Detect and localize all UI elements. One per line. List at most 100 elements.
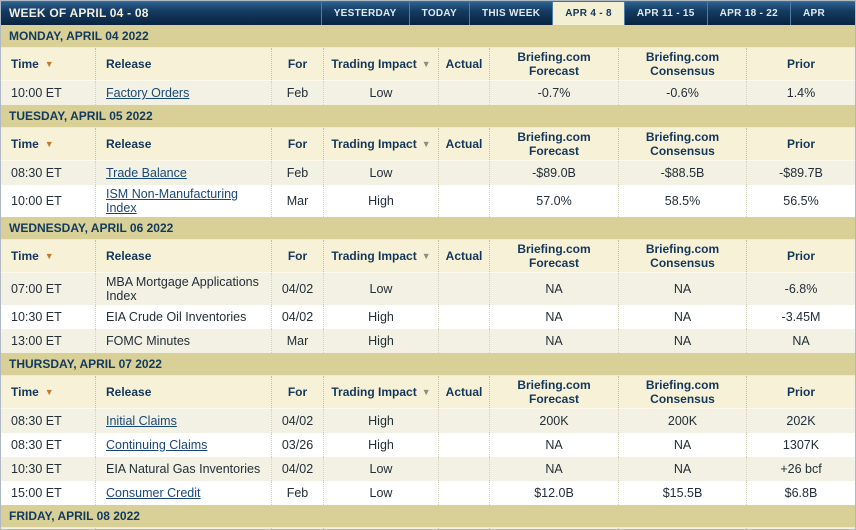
column-for: For bbox=[271, 376, 323, 408]
time-cell: 07:00 ET bbox=[11, 282, 62, 296]
column-impact-label: Trading Impact bbox=[331, 249, 417, 263]
impact-cell: Low bbox=[323, 81, 438, 105]
consensus-cell: NA bbox=[618, 329, 746, 353]
release-cell: EIA Crude Oil Inventories bbox=[95, 305, 271, 329]
sort-desc-icon[interactable]: ▼ bbox=[44, 58, 54, 69]
event-row: 10:30 ET EIA Crude Oil Inventories 04/02… bbox=[1, 305, 855, 329]
prior-cell: +26 bcf bbox=[746, 457, 855, 481]
sort-desc-icon[interactable]: ▼ bbox=[44, 386, 54, 397]
tab-this-week[interactable]: THIS WEEK bbox=[469, 2, 552, 25]
column-header-row: Time ▼ Release For Trading Impact ▼ Actual… bbox=[1, 128, 855, 161]
release-cell: FOMC Minutes bbox=[95, 329, 271, 353]
release-link[interactable]: Factory Orders bbox=[106, 86, 190, 100]
time-cell: 10:30 ET bbox=[11, 310, 62, 324]
actual-cell bbox=[438, 329, 489, 353]
prior-cell: 1307K bbox=[746, 433, 855, 457]
tab-apr-next-cut[interactable]: APR bbox=[789, 2, 855, 25]
sort-desc-icon[interactable]: ▼ bbox=[44, 138, 54, 149]
forecast-cell: -$89.0B bbox=[489, 161, 618, 185]
forecast-cell: NA bbox=[489, 273, 618, 305]
column-release: Release bbox=[95, 528, 271, 529]
week-title: WEEK OF APRIL 04 - 08 bbox=[9, 6, 149, 20]
column-release: Release bbox=[95, 376, 271, 408]
column-time[interactable]: Time ▼ bbox=[1, 376, 95, 408]
column-forecast: Briefing.com Forecast bbox=[489, 128, 618, 160]
filter-dropdown-icon[interactable]: ▼ bbox=[421, 250, 431, 261]
impact-cell: Low bbox=[323, 273, 438, 305]
filter-dropdown-icon[interactable]: ▼ bbox=[421, 386, 431, 397]
actual-cell bbox=[438, 305, 489, 329]
column-time-label: Time bbox=[11, 385, 39, 399]
impact-cell: Low bbox=[323, 457, 438, 481]
column-prior: Prior bbox=[746, 376, 855, 408]
release-cell: Initial Claims bbox=[95, 409, 271, 433]
release-cell: Consumer Credit bbox=[95, 481, 271, 505]
impact-cell: High bbox=[323, 185, 438, 217]
event-row: 15:00 ET Consumer Credit Feb Low $12.0B … bbox=[1, 481, 855, 505]
consensus-cell: NA bbox=[618, 457, 746, 481]
day-section-wednesday: WEDNESDAY, APRIL 06 2022 Time ▼ Release F… bbox=[1, 217, 855, 353]
column-time[interactable]: Time ▼ bbox=[1, 48, 95, 80]
forecast-cell: NA bbox=[489, 433, 618, 457]
actual-cell bbox=[438, 273, 489, 305]
prior-cell: -$89.7B bbox=[746, 161, 855, 185]
release-link[interactable]: Trade Balance bbox=[106, 166, 187, 180]
column-impact[interactable]: Trading Impact ▼ bbox=[323, 240, 438, 272]
tab-today[interactable]: TODAY bbox=[408, 2, 469, 25]
day-header: FRIDAY, APRIL 08 2022 bbox=[1, 505, 855, 528]
tab-apr-18-22[interactable]: APR 18 - 22 bbox=[706, 2, 790, 25]
forecast-cell: NA bbox=[489, 457, 618, 481]
column-impact[interactable]: Trading Impact▼ bbox=[323, 128, 438, 160]
day-section-monday: MONDAY, APRIL 04 2022 Time ▼ Release For … bbox=[1, 25, 855, 105]
column-time[interactable]: Time ▼ bbox=[1, 128, 95, 160]
column-consensus: Briefing.com Consensus bbox=[618, 48, 746, 80]
consensus-cell: 200K bbox=[618, 409, 746, 433]
sort-desc-icon[interactable]: ▼ bbox=[44, 250, 54, 261]
consensus-cell: 58.5% bbox=[618, 185, 746, 217]
forecast-cell: NA bbox=[489, 329, 618, 353]
consensus-cell: -$88.5B bbox=[618, 161, 746, 185]
column-impact-label: Trading Impact bbox=[331, 57, 417, 71]
time-cell: 10:00 ET bbox=[11, 194, 62, 208]
tab-yesterday[interactable]: YESTERDAY bbox=[320, 2, 409, 25]
filter-dropdown-icon[interactable]: ▼ bbox=[421, 58, 431, 69]
column-consensus: Briefing.com Consensus bbox=[618, 376, 746, 408]
column-impact[interactable]: Trading Impact▼ bbox=[323, 528, 438, 529]
impact-cell: High bbox=[323, 305, 438, 329]
filter-dropdown-icon[interactable]: ▼ bbox=[421, 138, 431, 149]
day-section-tuesday: TUESDAY, APRIL 05 2022 Time ▼ Release For… bbox=[1, 105, 855, 217]
release-link[interactable]: Initial Claims bbox=[106, 414, 177, 428]
impact-cell: High bbox=[323, 409, 438, 433]
release-link[interactable]: Continuing Claims bbox=[106, 438, 208, 452]
tab-apr-11-15[interactable]: APR 11 - 15 bbox=[623, 2, 707, 25]
release-cell: ISM Non-Manufacturing Index bbox=[95, 185, 271, 217]
column-actual: Actual bbox=[438, 128, 489, 160]
event-row: 07:00 ET MBA Mortgage Applications Index… bbox=[1, 273, 855, 305]
column-time[interactable]: Time ▼ bbox=[1, 240, 95, 272]
for-cell: 04/02 bbox=[271, 409, 323, 433]
column-forecast: Briefing.com Forecast bbox=[489, 376, 618, 408]
time-cell: 13:00 ET bbox=[11, 334, 62, 348]
for-cell: 04/02 bbox=[271, 273, 323, 305]
for-cell: Feb bbox=[271, 81, 323, 105]
day-section-thursday: THURSDAY, APRIL 07 2022 Time ▼ Release Fo… bbox=[1, 353, 855, 505]
week-nav-bar: WEEK OF APRIL 04 - 08 YESTERDAY TODAY TH… bbox=[1, 1, 855, 25]
tab-apr-4-8[interactable]: APR 4 - 8 bbox=[552, 2, 624, 25]
release-link[interactable]: Consumer Credit bbox=[106, 486, 201, 500]
column-impact[interactable]: Trading Impact ▼ bbox=[323, 48, 438, 80]
for-cell: Feb bbox=[271, 481, 323, 505]
prior-cell: 56.5% bbox=[746, 185, 855, 217]
release-label: MBA Mortgage Applications Index bbox=[106, 275, 259, 303]
column-for: For bbox=[271, 128, 323, 160]
event-row: 08:30 ET Initial Claims 04/02 High 200K … bbox=[1, 409, 855, 433]
prior-cell: 1.4% bbox=[746, 81, 855, 105]
actual-cell bbox=[438, 161, 489, 185]
column-prior: Prior bbox=[746, 240, 855, 272]
release-link[interactable]: ISM Non-Manufacturing Index bbox=[106, 187, 239, 215]
column-release: Release bbox=[95, 128, 271, 160]
for-cell: Mar bbox=[271, 329, 323, 353]
time-cell: 10:00 ET bbox=[11, 86, 62, 100]
column-impact[interactable]: Trading Impact▼ bbox=[323, 376, 438, 408]
column-time-label: Time bbox=[11, 137, 39, 151]
